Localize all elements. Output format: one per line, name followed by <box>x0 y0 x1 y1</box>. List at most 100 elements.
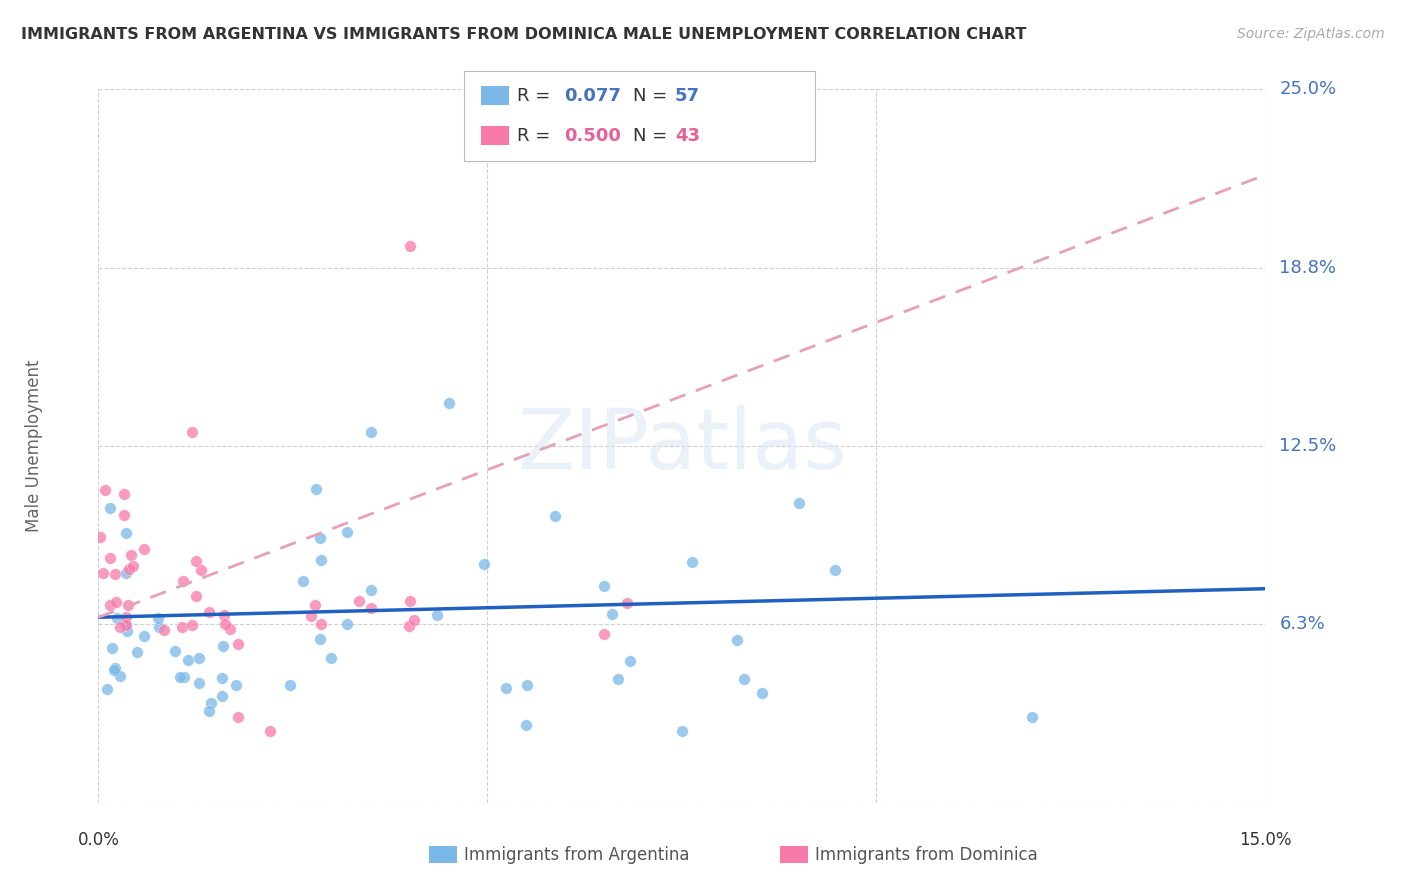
Point <box>197 704 219 718</box>
Point <box>115 609 138 624</box>
Text: Immigrants from Dominica: Immigrants from Dominica <box>815 847 1038 864</box>
Text: N =: N = <box>633 87 672 105</box>
Point <box>188 676 211 690</box>
Point <box>105 611 128 625</box>
Text: Male Unemployment: Male Unemployment <box>25 359 44 533</box>
Point <box>212 639 235 653</box>
Point <box>104 661 127 675</box>
Text: 0.0%: 0.0% <box>77 831 120 849</box>
Point <box>184 554 207 568</box>
Point <box>360 600 382 615</box>
Point <box>114 618 136 632</box>
Point <box>600 607 623 621</box>
Text: R =: R = <box>517 128 557 145</box>
Point <box>824 563 846 577</box>
Point <box>132 542 155 557</box>
Point <box>360 582 382 597</box>
Point <box>619 654 641 668</box>
Point <box>148 620 170 634</box>
Point <box>360 425 382 439</box>
Text: 57: 57 <box>675 87 700 105</box>
Point <box>198 606 221 620</box>
Point <box>172 574 194 588</box>
Point <box>299 609 322 624</box>
Text: 43: 43 <box>675 128 700 145</box>
Point <box>516 678 538 692</box>
Point <box>190 563 212 577</box>
Point <box>115 526 138 541</box>
Point <box>291 574 314 589</box>
Point <box>472 557 495 571</box>
Point <box>751 686 773 700</box>
Point <box>228 710 250 724</box>
Point <box>114 617 136 632</box>
Text: 0.077: 0.077 <box>564 87 620 105</box>
Point <box>544 508 567 523</box>
Point <box>180 618 202 632</box>
Point <box>177 653 200 667</box>
Point <box>118 562 141 576</box>
Point <box>112 508 135 522</box>
Point <box>103 663 125 677</box>
Point <box>104 567 127 582</box>
Text: 0.500: 0.500 <box>564 128 620 145</box>
Point <box>305 483 328 497</box>
Point <box>104 594 127 608</box>
Point <box>96 682 118 697</box>
Text: N =: N = <box>633 128 672 145</box>
Point <box>110 620 132 634</box>
Point <box>214 617 236 632</box>
Point <box>146 611 169 625</box>
Point <box>733 672 755 686</box>
Point <box>515 717 537 731</box>
Text: IMMIGRANTS FROM ARGENTINA VS IMMIGRANTS FROM DOMINICA MALE UNEMPLOYMENT CORRELAT: IMMIGRANTS FROM ARGENTINA VS IMMIGRANTS … <box>21 27 1026 42</box>
Point <box>495 681 517 695</box>
Point <box>787 496 810 510</box>
Point <box>309 632 332 647</box>
Point <box>170 620 193 634</box>
Point <box>278 677 301 691</box>
Point <box>311 617 333 632</box>
Point <box>404 613 426 627</box>
Point <box>163 644 186 658</box>
Point <box>616 596 638 610</box>
Text: ZIPatlas: ZIPatlas <box>517 406 846 486</box>
Point <box>98 500 121 515</box>
Point <box>725 633 748 648</box>
Point <box>681 556 703 570</box>
Point <box>336 617 359 632</box>
Point <box>120 548 142 562</box>
Point <box>115 624 138 638</box>
Point <box>169 669 191 683</box>
Point <box>211 689 233 703</box>
Point <box>200 696 222 710</box>
Point <box>180 425 202 439</box>
Point <box>228 637 250 651</box>
Text: R =: R = <box>517 87 557 105</box>
Text: 25.0%: 25.0% <box>1279 80 1337 98</box>
Point <box>94 483 117 498</box>
Point <box>607 672 630 686</box>
Point <box>225 678 247 692</box>
Point <box>117 598 139 612</box>
Text: 6.3%: 6.3% <box>1279 615 1324 633</box>
Point <box>112 486 135 500</box>
Text: 18.8%: 18.8% <box>1279 259 1337 277</box>
Point <box>184 589 207 603</box>
Point <box>671 724 693 739</box>
Point <box>259 724 281 739</box>
Point <box>398 593 420 607</box>
Point <box>214 607 236 622</box>
Point <box>125 644 148 658</box>
Point <box>173 670 195 684</box>
Point <box>211 671 233 685</box>
Text: 12.5%: 12.5% <box>1279 437 1337 455</box>
Point <box>108 669 131 683</box>
Point <box>309 531 332 545</box>
Point <box>219 622 242 636</box>
Point <box>426 607 449 622</box>
Point <box>398 619 420 633</box>
Point <box>1021 710 1043 724</box>
Point <box>134 630 156 644</box>
Point <box>89 530 111 544</box>
